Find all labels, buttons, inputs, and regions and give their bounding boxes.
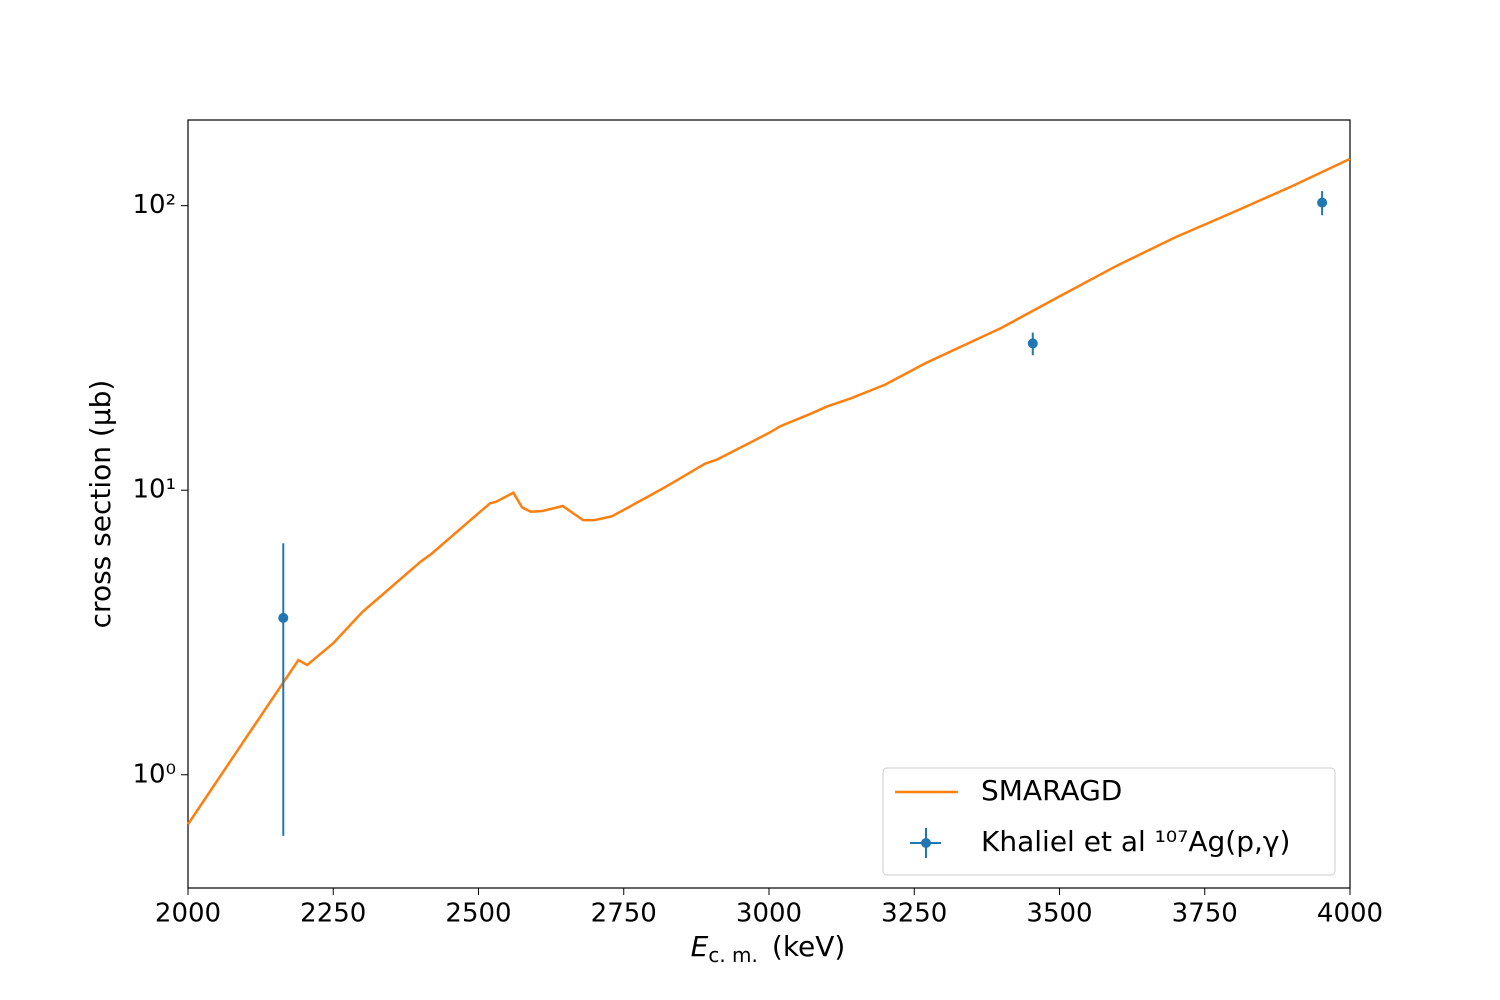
x-tick-label: 2500: [445, 899, 511, 929]
x-tick-label: 4000: [1317, 899, 1383, 929]
x-axis-label: Ec. m. (keV): [691, 930, 846, 967]
x-tick-label: 3000: [736, 899, 802, 929]
legend-marker: [921, 838, 931, 848]
legend: [882, 767, 1336, 876]
legend-label: Khaliel et al ¹⁰⁷Ag(p,γ): [981, 825, 1290, 858]
x-label-unit: (keV): [772, 930, 845, 963]
legend-label: SMARAGD: [981, 774, 1122, 807]
x-label-symbol: E: [691, 930, 709, 963]
y-tick-label: 10¹: [132, 475, 176, 505]
x-tick-label: 3500: [1026, 899, 1092, 929]
x-tick-label: 3250: [881, 899, 947, 929]
data-line: [186, 157, 1351, 825]
data-point: [1317, 197, 1328, 208]
x-tick-label: 2250: [300, 899, 366, 929]
y-axis-label: cross section (μb): [84, 380, 117, 629]
y-tick-label: 10⁰: [132, 759, 176, 789]
x-tick-label: 2750: [591, 899, 657, 929]
y-tick-label: 10²: [132, 190, 176, 220]
data-point: [1027, 338, 1038, 349]
x-label-subscript: c. m.: [708, 943, 758, 967]
x-tick-label: 2000: [155, 899, 221, 929]
data-point: [278, 612, 289, 623]
x-tick-label: 3750: [1172, 899, 1238, 929]
